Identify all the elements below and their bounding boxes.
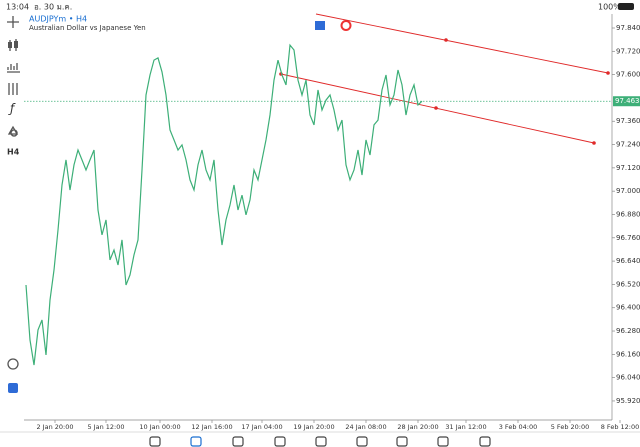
candle-icon <box>8 42 12 48</box>
x-tick-label: 28 Jan 20:00 <box>397 423 438 431</box>
nav-icon <box>396 436 408 447</box>
y-tick-label: 96.280 <box>616 327 640 335</box>
y-tick-label: 96.400 <box>616 304 640 312</box>
trendline-anchor[interactable] <box>592 141 596 145</box>
nav-item[interactable]: การตั้งค่า <box>473 436 497 447</box>
current-price-label: 97.463 <box>615 97 640 105</box>
nav-icon <box>437 436 449 447</box>
x-tick-label: 3 Feb 04:00 <box>499 423 538 431</box>
y-tick-label: 97.120 <box>616 164 640 172</box>
y-tick-label: 97.000 <box>616 187 640 195</box>
nav-item[interactable]: ประวัติ <box>271 436 289 447</box>
toolbar: ƒ H4 <box>7 16 20 393</box>
nav-icon <box>315 436 327 447</box>
trendlines <box>279 13 610 145</box>
y-tick-label: 96.520 <box>616 280 640 288</box>
x-tick-label: 19 Jan 20:00 <box>293 423 334 431</box>
nav-item[interactable]: กราฟ <box>189 436 203 447</box>
header-icon[interactable] <box>315 21 325 30</box>
y-tick-label: 95.920 <box>616 397 640 405</box>
x-tick-label: 24 Jan 08:00 <box>345 423 386 431</box>
trendline-anchor[interactable] <box>606 71 610 75</box>
y-tick-label: 96.160 <box>616 350 640 358</box>
y-tick-label: 97.720 <box>616 47 640 55</box>
timeframe-button[interactable]: H4 <box>7 148 20 157</box>
x-tick-label: 2 Jan 20:00 <box>36 423 73 431</box>
y-tick-label: 96.760 <box>616 234 640 242</box>
symbol-description: Australian Dollar vs Japanese Yen <box>29 24 146 32</box>
battery-icon <box>618 3 634 10</box>
status-battery: 100% <box>598 3 621 12</box>
function-tool[interactable]: ƒ <box>8 102 16 116</box>
y-tick-label: 96.640 <box>616 257 640 265</box>
y-tick-label: 96.040 <box>616 374 640 382</box>
x-tick-label: 10 Jan 00:00 <box>139 423 180 431</box>
x-tick-label: 5 Feb 20:00 <box>551 423 590 431</box>
x-tick-label: 5 Jan 12:00 <box>87 423 124 431</box>
nav-item[interactable]: ราคา <box>148 436 162 447</box>
trendline-anchor[interactable] <box>444 38 448 42</box>
objects-tool[interactable] <box>8 83 18 95</box>
x-tick-label: 31 Jan 12:00 <box>445 423 486 431</box>
nav-item[interactable]: กล่องจดหมาย <box>344 436 380 447</box>
x-tick-label: 8 Feb 12:00 <box>601 423 640 431</box>
header-icon[interactable] <box>340 20 352 31</box>
zoom-tool[interactable] <box>7 358 19 370</box>
shapes-tool[interactable] <box>7 125 19 137</box>
nav-icon <box>149 436 161 447</box>
nav-item[interactable]: แชท <box>396 436 408 447</box>
y-tick-label: 97.840 <box>616 24 640 32</box>
indicators-tool[interactable] <box>7 63 20 73</box>
nav-item[interactable]: การซื้อขาย <box>224 436 253 447</box>
trade-tool[interactable] <box>8 383 18 393</box>
x-tick-label: 12 Jan 16:00 <box>191 423 232 431</box>
nav-icon <box>479 436 491 447</box>
y-tick-label: 97.600 <box>616 71 640 79</box>
candle-icon <box>14 41 18 48</box>
y-tick-label: 97.240 <box>616 141 640 149</box>
status-time: 13:04 <box>6 3 29 12</box>
nav-icon <box>190 436 202 447</box>
symbol[interactable]: AUDJPYm • H4 <box>29 15 87 24</box>
price-line <box>25 43 423 366</box>
nav-icon <box>274 436 286 447</box>
status-date: อ. 30 ม.ค. <box>34 3 72 12</box>
trendline[interactable] <box>315 13 609 74</box>
current-price-box <box>613 96 640 107</box>
nav-icon <box>356 436 368 447</box>
crosshair-tool[interactable] <box>7 16 19 28</box>
nav-item[interactable]: บัญชี <box>437 436 450 447</box>
x-tick-label: 17 Jan 04:00 <box>241 423 282 431</box>
y-tick-label: 97.360 <box>616 117 640 125</box>
trendline-anchor[interactable] <box>434 106 438 110</box>
nav-item[interactable]: ข่าว <box>315 436 327 447</box>
nav-icon <box>232 436 244 447</box>
y-tick-label: 96.880 <box>616 210 640 218</box>
